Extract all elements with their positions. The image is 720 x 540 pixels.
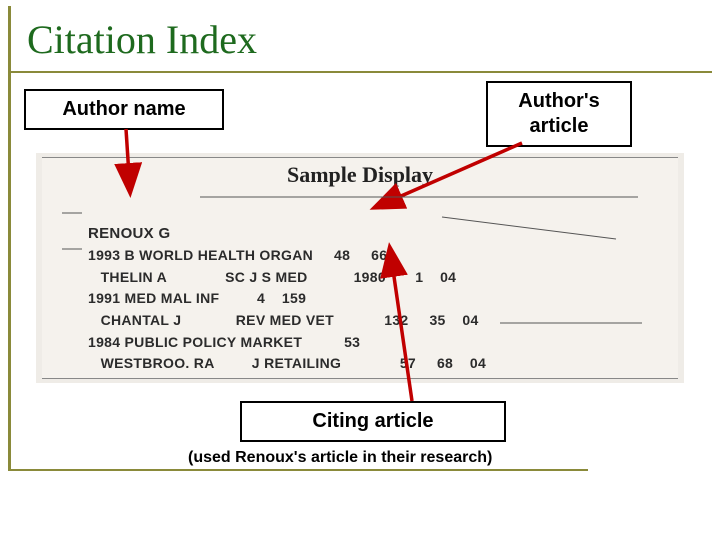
citation-row: 1993 B WORLD HEALTH ORGAN 48 661 [88, 247, 395, 263]
sample-inner: Sample Display RENOUX G 1993 B WORLD HEA… [42, 157, 678, 379]
citation-row: 1984 PUBLIC POLICY MARKET 53 [88, 334, 360, 350]
callout-citing-article: Citing article [240, 401, 506, 442]
accent-rule-bottom [8, 469, 588, 471]
sample-heading: Sample Display [42, 162, 678, 188]
callout-author-name: Author name [24, 89, 224, 130]
footnote: (used Renoux's article in their research… [188, 449, 492, 467]
citation-row: WESTBROO. RA J RETAILING 57 68 04 [88, 355, 486, 371]
callout-authors-article: Author's article [486, 81, 632, 147]
author-row: RENOUX G [88, 225, 170, 242]
callout-label-line1: Author's [518, 90, 599, 112]
slide: Citation Index Sample Display RENOUX G 1… [8, 6, 712, 534]
citation-row: 1991 MED MAL INF 4 159 [88, 290, 306, 306]
page-title: Citation Index [27, 16, 712, 63]
callout-label-line2: article [530, 115, 589, 137]
citation-row: THELIN A SC J S MED 1980 1 04 [88, 269, 456, 285]
title-block: Citation Index [8, 6, 712, 73]
citation-row: CHANTAL J REV MED VET 132 35 04 [88, 312, 479, 328]
callout-label: Citing article [312, 410, 433, 432]
callout-label: Author name [62, 98, 185, 120]
citation-data: RENOUX G 1993 B WORLD HEALTH ORGAN 48 66… [42, 200, 678, 383]
content-area: Sample Display RENOUX G 1993 B WORLD HEA… [8, 73, 712, 503]
accent-rule-left [8, 73, 11, 471]
sample-display: Sample Display RENOUX G 1993 B WORLD HEA… [36, 153, 684, 383]
